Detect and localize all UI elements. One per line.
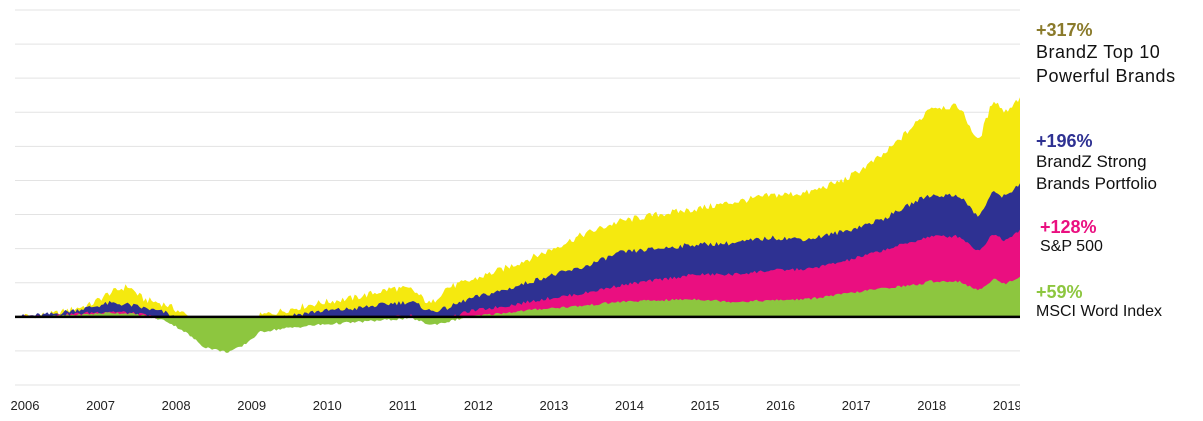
x-tick-label: 2009	[237, 398, 266, 413]
x-tick-label: 2008	[162, 398, 191, 413]
area-msci-word-index	[15, 276, 1020, 353]
x-tick-label: 2012	[464, 398, 493, 413]
legend-top10-line1: BrandZ Top 10	[1036, 42, 1161, 62]
legend-sp500-pct: +128%	[1040, 217, 1097, 237]
legend-top10: +317% BrandZ Top 10 Powerful Brands	[1036, 20, 1176, 88]
x-tick-label: 2011	[389, 398, 417, 413]
legend-msci-line1: MSCI Word Index	[1036, 303, 1162, 320]
x-tick-label: 2015	[691, 398, 720, 413]
legend-strong-pct: +196%	[1036, 131, 1093, 151]
x-tick-label: 2017	[842, 398, 871, 413]
x-tick-label: 2007	[86, 398, 115, 413]
legend-msci-pct: +59%	[1036, 282, 1083, 302]
x-tick-label: 2018	[917, 398, 946, 413]
legend-msci: +59% MSCI Word Index	[1036, 282, 1162, 322]
x-tick-label: 2019	[993, 398, 1020, 413]
legend-top10-pct: +317%	[1036, 20, 1093, 40]
performance-chart: 2006 2007 2008 2009 2010 2011 2012 2013 2014 2015…	[11, 9, 1020, 413]
x-tick-label: 2010	[313, 398, 342, 413]
x-axis-ticks: 2006 2007 2008 2009 2010 2011 2012 2013 2014 2015…	[11, 398, 1020, 413]
legend-strong-line1: BrandZ Strong	[1036, 152, 1147, 171]
x-tick-label: 2006	[11, 398, 40, 413]
legend-strong: +196% BrandZ Strong Brands Portfolio	[1036, 131, 1157, 195]
legend-top10-line2: Powerful Brands	[1036, 66, 1176, 86]
series-areas	[15, 97, 1020, 353]
x-tick-label: 2013	[539, 398, 568, 413]
legend-strong-line2: Brands Portfolio	[1036, 174, 1157, 193]
legend-sp500: +128% S&P 500	[1040, 217, 1103, 257]
legend-sp500-line1: S&P 500	[1040, 238, 1103, 255]
x-tick-label: 2016	[766, 398, 795, 413]
x-tick-label: 2014	[615, 398, 644, 413]
